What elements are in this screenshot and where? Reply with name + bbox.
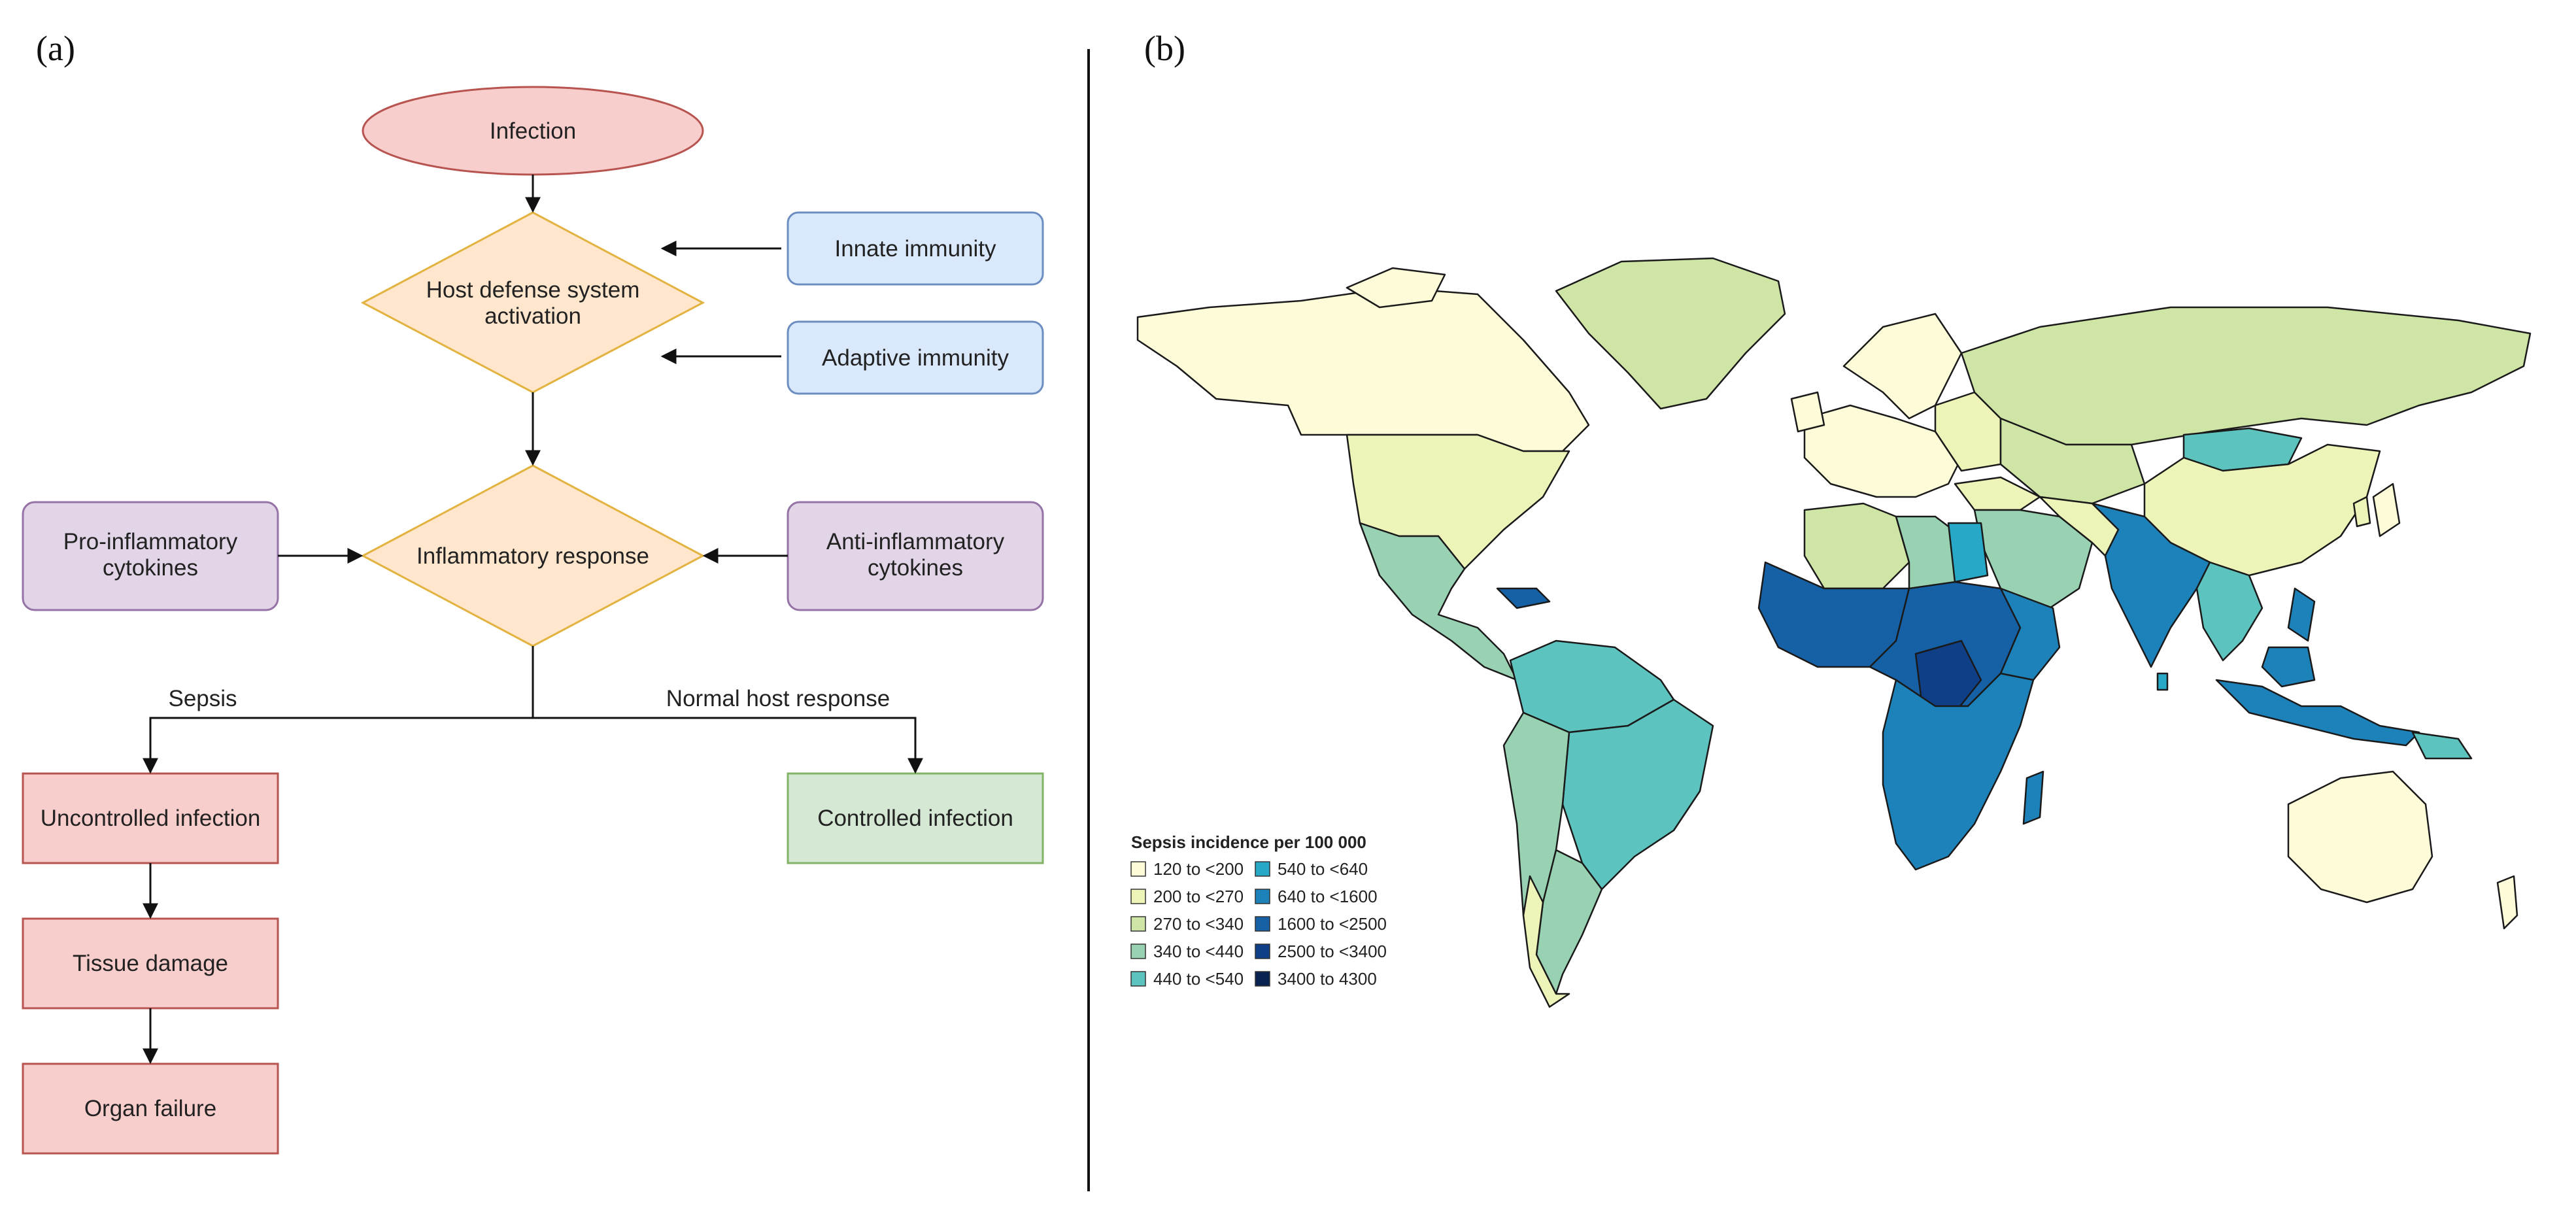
region-middle-east bbox=[1973, 509, 2093, 616]
region-sri-lanka bbox=[2156, 672, 2169, 691]
node-inflammatory-response: Inflammatory response bbox=[360, 464, 705, 647]
region-chile bbox=[1522, 875, 1570, 1008]
node-pro-inflammatory: Pro-inflammatory cytokines bbox=[22, 501, 279, 611]
node-anti-inflammatory-line2: cytokines bbox=[868, 555, 963, 581]
legend-swatch bbox=[1130, 916, 1146, 932]
region-north-africa-west bbox=[1803, 502, 1910, 590]
panel-a-tag: (a) bbox=[36, 29, 75, 68]
legend-label: 120 to <200 bbox=[1153, 859, 1244, 879]
node-infection-label: Infection bbox=[490, 118, 576, 144]
world-map bbox=[1136, 257, 2532, 1008]
region-central-asia bbox=[1999, 417, 2146, 505]
region-philippines bbox=[2287, 587, 2316, 642]
node-inflammatory-response-label: Inflammatory response bbox=[416, 543, 649, 569]
region-greenland bbox=[1555, 257, 1786, 410]
region-new-zealand bbox=[2496, 875, 2518, 930]
region-mexico bbox=[1359, 522, 1518, 681]
node-pro-inflammatory-line1: Pro-inflammatory bbox=[63, 529, 238, 554]
edge-normal-response bbox=[533, 717, 923, 774]
legend-label: 3400 to 4300 bbox=[1278, 969, 1377, 989]
node-innate-immunity: Innate immunity bbox=[787, 211, 1044, 286]
region-madagascar bbox=[2022, 770, 2044, 825]
region-turkey bbox=[1954, 476, 2041, 511]
region-se-asia bbox=[2195, 561, 2263, 662]
legend-label: 540 to <640 bbox=[1278, 859, 1368, 879]
region-japan bbox=[2372, 483, 2401, 537]
panel-b-tag: (b) bbox=[1144, 29, 1185, 68]
region-caribbean bbox=[1496, 587, 1551, 609]
region-brazil bbox=[1561, 698, 1714, 891]
region-papua bbox=[2411, 731, 2473, 760]
node-adaptive-immunity: Adaptive immunity bbox=[787, 320, 1044, 395]
node-host-defense-line2: activation bbox=[484, 303, 581, 329]
region-indonesia bbox=[2215, 679, 2420, 747]
node-controlled-infection-label: Controlled infection bbox=[817, 806, 1013, 831]
node-tissue-damage: Tissue damage bbox=[22, 917, 279, 1010]
node-uncontrolled-infection: Uncontrolled infection bbox=[22, 772, 279, 864]
legend-label: 270 to <340 bbox=[1153, 914, 1244, 934]
node-controlled-infection: Controlled infection bbox=[787, 772, 1044, 864]
node-anti-inflammatory: Anti-inflammatory cytokines bbox=[787, 501, 1044, 611]
legend-swatch bbox=[1130, 944, 1146, 959]
region-western-europe bbox=[1803, 404, 1963, 498]
node-adaptive-immunity-label: Adaptive immunity bbox=[822, 345, 1009, 371]
node-host-defense-line1: Host defense system bbox=[426, 277, 640, 303]
region-canada bbox=[1136, 286, 1590, 452]
edge-normal-response-label: Normal host response bbox=[666, 686, 890, 711]
region-british-isles bbox=[1790, 391, 1825, 433]
map-legend: Sepsis incidence per 100 000 120 to <200… bbox=[1130, 832, 1387, 989]
legend-swatch bbox=[1255, 889, 1270, 904]
region-southern-africa bbox=[1882, 672, 2035, 871]
region-korea bbox=[2352, 496, 2371, 528]
legend-title: Sepsis incidence per 100 000 bbox=[1131, 832, 1366, 852]
legend-swatch bbox=[1130, 889, 1146, 904]
region-borneo bbox=[2261, 646, 2316, 688]
legend-swatch bbox=[1130, 861, 1146, 877]
node-infection: Infection bbox=[362, 86, 704, 176]
legend-swatch bbox=[1130, 971, 1146, 987]
legend-label: 200 to <270 bbox=[1153, 887, 1244, 906]
node-organ-failure: Organ failure bbox=[22, 1062, 279, 1155]
legend-swatch bbox=[1255, 861, 1270, 877]
node-organ-failure-label: Organ failure bbox=[84, 1096, 216, 1121]
legend-label: 2500 to <3400 bbox=[1278, 942, 1387, 961]
region-egypt bbox=[1947, 522, 1989, 583]
node-host-defense: Host defense system activation bbox=[360, 211, 705, 394]
panel-a-flowchart: (a) Infection Host defense system activa… bbox=[22, 29, 1044, 1155]
region-arctic-islands bbox=[1346, 267, 1446, 309]
region-russia bbox=[1960, 306, 2532, 446]
node-anti-inflammatory-line1: Anti-inflammatory bbox=[826, 529, 1005, 554]
legend-label: 640 to <1600 bbox=[1278, 887, 1378, 906]
legend-label: 1600 to <2500 bbox=[1278, 914, 1387, 934]
legend-label: 440 to <540 bbox=[1153, 969, 1244, 989]
node-pro-inflammatory-line2: cytokines bbox=[103, 555, 198, 581]
region-scandinavia bbox=[1842, 313, 1963, 420]
edge-sepsis bbox=[143, 646, 534, 774]
legend-swatch bbox=[1255, 944, 1270, 959]
node-innate-immunity-label: Innate immunity bbox=[834, 236, 996, 262]
node-uncontrolled-infection-label: Uncontrolled infection bbox=[41, 806, 261, 831]
legend-label: 340 to <440 bbox=[1153, 942, 1244, 961]
legend-swatch bbox=[1255, 916, 1270, 932]
region-south-asia bbox=[2091, 502, 2211, 668]
region-australia bbox=[2287, 770, 2433, 904]
node-tissue-damage-label: Tissue damage bbox=[73, 951, 228, 976]
edge-sepsis-label: Sepsis bbox=[168, 686, 237, 711]
legend-swatch bbox=[1255, 971, 1270, 987]
panel-b-world-map: (b) bbox=[1130, 29, 2532, 1008]
